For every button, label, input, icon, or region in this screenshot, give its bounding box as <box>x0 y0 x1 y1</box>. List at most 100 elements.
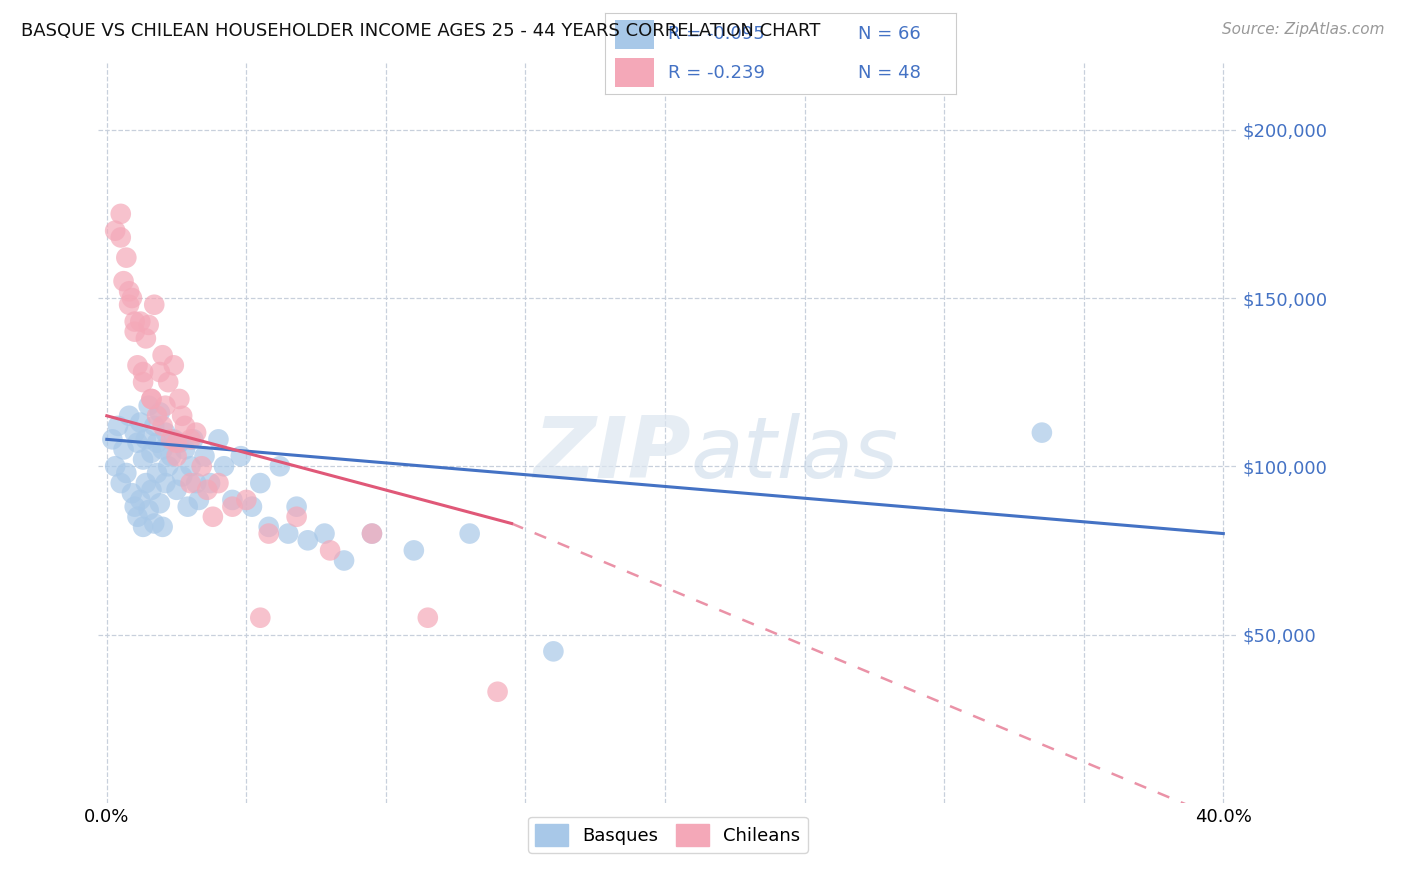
Point <box>135 331 157 345</box>
Point <box>297 533 319 548</box>
Bar <box>616 58 654 87</box>
Point <box>152 348 174 362</box>
Point <box>110 207 132 221</box>
Text: Source: ZipAtlas.com: Source: ZipAtlas.com <box>1222 22 1385 37</box>
Point <box>229 449 252 463</box>
Point <box>184 425 207 440</box>
Point <box>486 685 509 699</box>
Point <box>132 452 155 467</box>
Bar <box>616 20 654 49</box>
Point <box>163 359 186 373</box>
Point <box>285 509 308 524</box>
Point <box>249 610 271 624</box>
Point <box>138 503 160 517</box>
Point <box>180 459 202 474</box>
Point <box>157 459 180 474</box>
Point <box>118 409 141 423</box>
Point <box>141 392 163 406</box>
Point <box>141 483 163 497</box>
Point <box>143 298 166 312</box>
Point <box>314 526 336 541</box>
Point <box>124 425 146 440</box>
Point <box>184 476 207 491</box>
Point <box>201 509 224 524</box>
Point <box>104 224 127 238</box>
Point <box>172 409 194 423</box>
Point <box>138 318 160 332</box>
Point <box>141 446 163 460</box>
Point <box>543 644 565 658</box>
Point <box>112 442 135 457</box>
Point <box>240 500 263 514</box>
Point <box>127 359 149 373</box>
Point <box>138 399 160 413</box>
Point <box>115 466 138 480</box>
Point <box>1031 425 1053 440</box>
Text: N = 48: N = 48 <box>858 64 921 82</box>
Point <box>195 483 218 497</box>
Point <box>132 365 155 379</box>
Point <box>155 425 177 440</box>
Point <box>207 476 229 491</box>
Point <box>183 433 205 447</box>
Point <box>118 298 141 312</box>
Point <box>152 442 174 457</box>
Point <box>110 476 132 491</box>
Point <box>187 492 209 507</box>
Point <box>402 543 425 558</box>
Point <box>174 418 197 433</box>
Point <box>160 433 183 447</box>
Point <box>166 483 188 497</box>
Point <box>146 466 169 480</box>
Text: BASQUE VS CHILEAN HOUSEHOLDER INCOME AGES 25 - 44 YEARS CORRELATION CHART: BASQUE VS CHILEAN HOUSEHOLDER INCOME AGE… <box>21 22 821 40</box>
Point <box>141 392 163 406</box>
Point <box>163 433 186 447</box>
Point <box>129 416 152 430</box>
Point <box>143 516 166 531</box>
Text: R = -0.095: R = -0.095 <box>668 25 765 43</box>
Point <box>115 251 138 265</box>
Point <box>104 459 127 474</box>
Text: atlas: atlas <box>690 413 898 496</box>
Point <box>177 500 200 514</box>
Point <box>174 442 197 457</box>
Point <box>121 291 143 305</box>
Point <box>277 526 299 541</box>
Text: R = -0.239: R = -0.239 <box>668 64 765 82</box>
Point <box>172 469 194 483</box>
Point <box>149 405 172 419</box>
Point <box>149 496 172 510</box>
Legend: Basques, Chileans: Basques, Chileans <box>529 816 807 853</box>
Point <box>112 274 135 288</box>
Point <box>166 449 188 463</box>
Point <box>235 492 257 507</box>
Point <box>169 435 191 450</box>
Point <box>207 433 229 447</box>
Point <box>361 526 384 541</box>
Point <box>127 435 149 450</box>
Point <box>124 325 146 339</box>
Point <box>166 435 188 450</box>
Point <box>146 435 169 450</box>
Point <box>249 476 271 491</box>
Point <box>118 285 141 299</box>
Point <box>107 418 129 433</box>
Point <box>333 553 356 567</box>
Point <box>155 476 177 491</box>
Point <box>257 526 280 541</box>
Point <box>146 409 169 423</box>
Point <box>149 365 172 379</box>
Point <box>101 433 124 447</box>
Point <box>416 610 439 624</box>
Point <box>198 476 221 491</box>
Point <box>155 399 177 413</box>
Point <box>269 459 291 474</box>
Point <box>132 375 155 389</box>
Text: N = 66: N = 66 <box>858 25 921 43</box>
Point <box>157 375 180 389</box>
Point <box>221 492 243 507</box>
Point <box>152 520 174 534</box>
Point <box>129 314 152 328</box>
Point <box>160 449 183 463</box>
Point <box>285 500 308 514</box>
